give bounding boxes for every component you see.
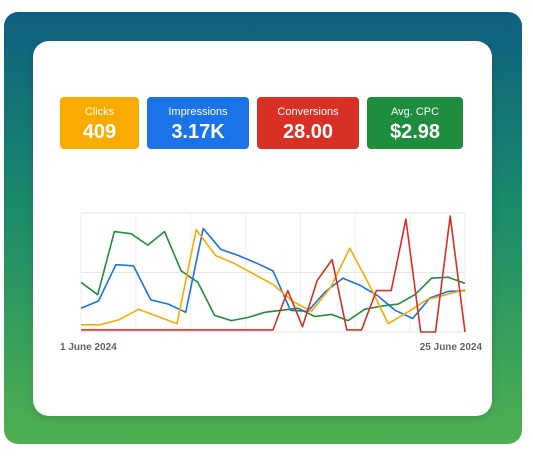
clicks-label: Clicks [84, 106, 115, 118]
conversions-label: Conversions [277, 106, 339, 118]
series-line-3 [81, 215, 466, 333]
series-line-1 [80, 227, 466, 320]
chart-grid [80, 212, 466, 333]
clicks-tile[interactable]: Clicks 409 [60, 97, 139, 149]
impressions-tile[interactable]: Impressions 3.17K [147, 97, 249, 149]
conversions-value: 28.00 [282, 121, 334, 143]
avg-cpc-value: $2.98 [389, 121, 441, 143]
x-axis-end-label: 25 June 2024 [419, 342, 482, 353]
x-axis-start-label: 1 June 2024 [60, 342, 117, 353]
impressions-label: Impressions [168, 106, 228, 118]
avg-cpc-label: Avg. CPC [390, 106, 440, 118]
avg-cpc-tile[interactable]: Avg. CPC $2.98 [367, 97, 463, 149]
dashboard-card: Clicks 409 Impressions 3.17K Conversions… [33, 41, 492, 416]
series-line-0 [80, 230, 466, 322]
impressions-value: 3.17K [171, 121, 225, 143]
kpi-row: Clicks 409 Impressions 3.17K Conversions… [60, 97, 465, 149]
series-line-2 [81, 228, 466, 326]
chart-series [80, 215, 466, 333]
performance-line-chart [80, 212, 466, 333]
clicks-value: 409 [82, 121, 117, 143]
conversions-tile[interactable]: Conversions 28.00 [257, 97, 359, 149]
